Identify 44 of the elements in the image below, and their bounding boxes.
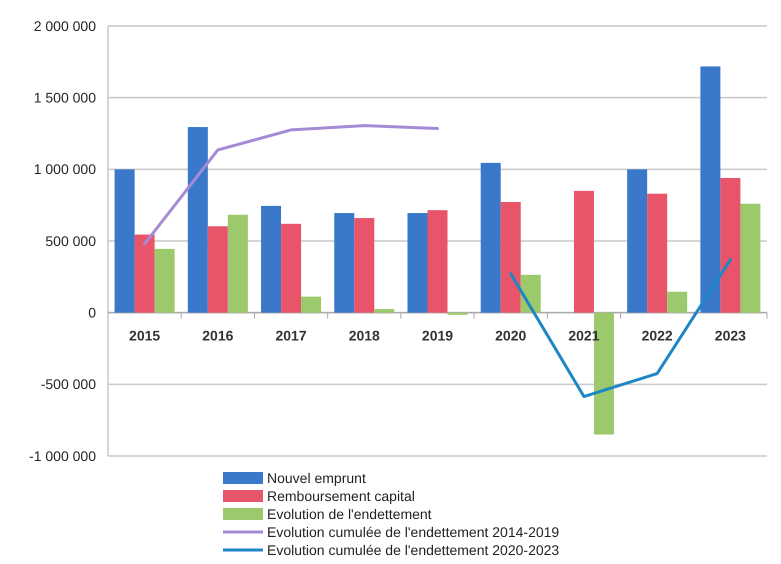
y-tick-label: 500 000 bbox=[45, 232, 96, 249]
bar bbox=[281, 224, 302, 313]
bar bbox=[407, 213, 428, 313]
y-tick-label: 1 000 000 bbox=[34, 161, 96, 178]
x-tick-label: 2020 bbox=[495, 328, 527, 344]
bar bbox=[188, 127, 208, 313]
bar bbox=[427, 210, 448, 313]
bar bbox=[228, 214, 248, 313]
bar bbox=[720, 178, 740, 313]
bar bbox=[134, 234, 155, 313]
y-tick-label: -1 000 000 bbox=[29, 448, 96, 464]
x-tick-label: 2016 bbox=[202, 328, 234, 344]
bar bbox=[627, 169, 648, 313]
x-tick-label: 2015 bbox=[129, 328, 160, 344]
y-tick-label: 1 500 000 bbox=[34, 90, 96, 106]
x-tick-label: 2023 bbox=[714, 328, 746, 344]
y-tick-label: -500 000 bbox=[40, 376, 96, 392]
x-tick-label: 2022 bbox=[642, 328, 673, 344]
bar bbox=[261, 206, 282, 313]
bar bbox=[500, 202, 521, 313]
legend-label: Remboursement capital bbox=[267, 488, 415, 504]
bar bbox=[740, 204, 760, 313]
line-series bbox=[143, 124, 439, 246]
y-tick-label: 0 bbox=[88, 304, 96, 321]
bar bbox=[354, 218, 374, 313]
x-tick-label: 2017 bbox=[275, 328, 307, 344]
bar bbox=[700, 66, 720, 313]
bar bbox=[667, 292, 688, 313]
legend-label: Evolution cumulée de l'endettement 2014-2019 bbox=[267, 524, 560, 540]
bar bbox=[374, 309, 394, 313]
bar bbox=[647, 194, 668, 313]
legend-label: Evolution de l'endettement bbox=[267, 506, 432, 522]
y-tick-label: 2 000 000 bbox=[34, 18, 96, 34]
bar bbox=[301, 296, 322, 313]
bar bbox=[208, 226, 228, 313]
bar bbox=[114, 169, 135, 313]
x-tick-label: 2019 bbox=[422, 328, 454, 344]
x-tick-label: 2018 bbox=[348, 328, 380, 344]
legend-label: Nouvel emprunt bbox=[267, 470, 366, 486]
bar bbox=[574, 190, 594, 313]
bar bbox=[480, 162, 501, 313]
bar bbox=[154, 248, 175, 313]
legend-label: Evolution cumulée de l'endettement 2020-2023 bbox=[267, 542, 560, 558]
bar bbox=[334, 213, 354, 313]
